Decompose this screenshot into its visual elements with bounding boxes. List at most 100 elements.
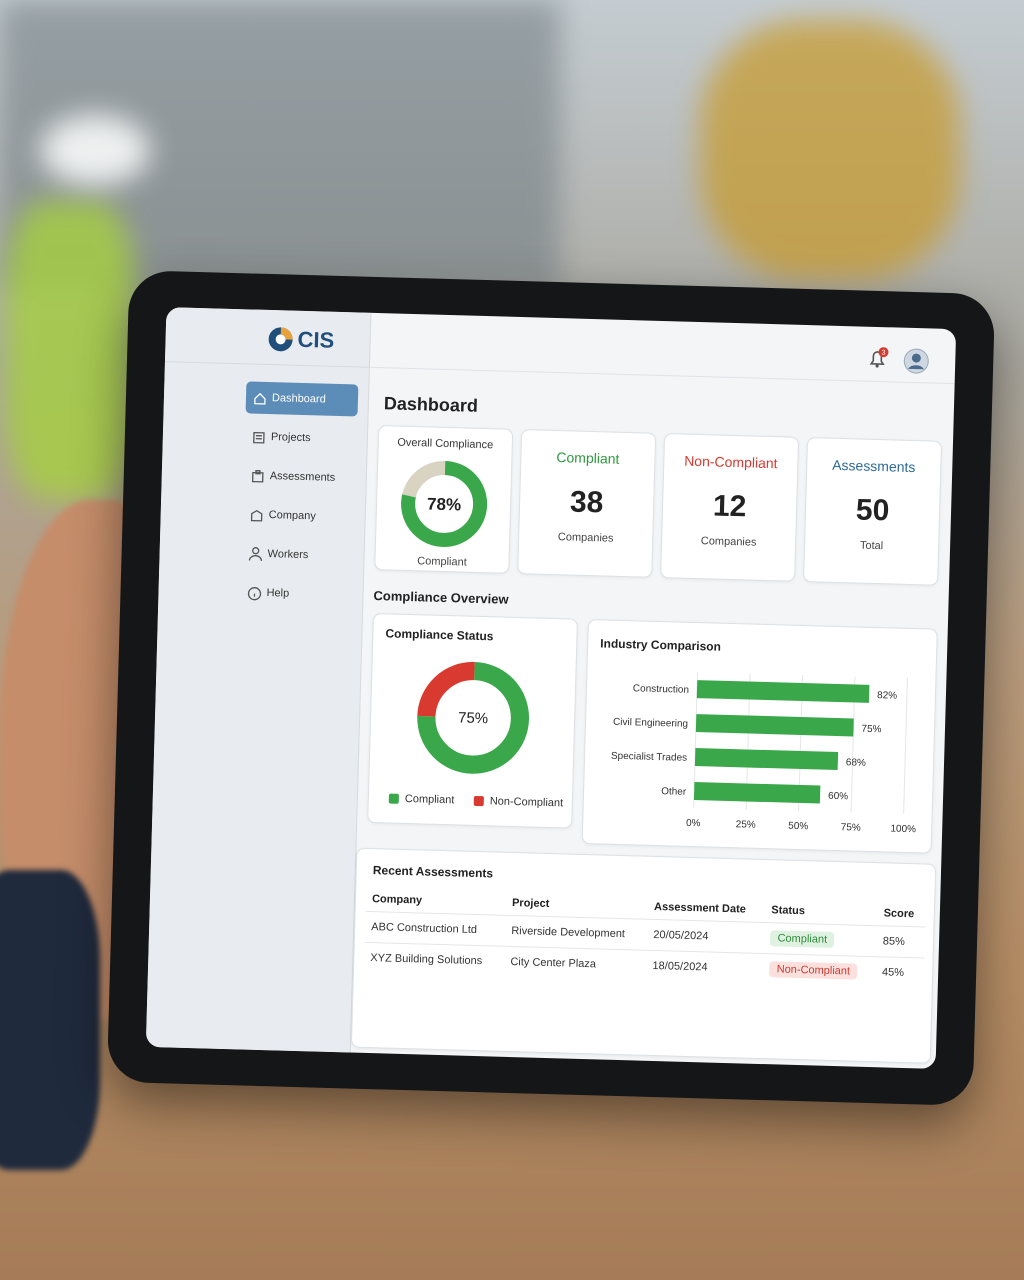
cell-text: XYZ Building Solutions: [370, 952, 483, 968]
y-tick-label: Civil Engineering: [613, 717, 688, 730]
excavator: [700, 20, 960, 280]
table-cell: 85%: [876, 925, 926, 959]
nav-item[interactable]: Workers: [241, 537, 354, 572]
nav-icon: [248, 547, 263, 561]
x-tick-label: 25%: [736, 819, 756, 831]
table-cell: Riverside Development: [504, 915, 648, 951]
nav-icon: [251, 470, 264, 483]
status-badge: Non-Compliant: [769, 961, 858, 980]
nav-label: Workers: [267, 548, 309, 562]
status-badge: Compliant: [770, 930, 835, 948]
nav-label: Assessments: [269, 470, 336, 484]
grid-line: [903, 677, 908, 814]
stat-title: Compliant: [556, 449, 620, 467]
donut-arc: [401, 460, 488, 547]
column-header: Status: [771, 904, 806, 918]
table-cell: 45%: [875, 956, 925, 989]
legend-label: Compliant: [404, 792, 455, 807]
bar: [694, 748, 839, 771]
stat-card: Assessments 50 Total: [803, 437, 943, 586]
legend-item: Non-Compliant: [473, 795, 564, 810]
cell-text: 18/05/2024: [652, 959, 708, 974]
y-tick-label: Specialist Trades: [611, 751, 687, 764]
avatar[interactable]: [903, 348, 930, 375]
notification-count: 3: [881, 350, 885, 357]
value-label: 60%: [828, 791, 848, 803]
legend-swatch: [473, 795, 484, 807]
donut-chart: 78%: [401, 460, 488, 547]
overall-card: Overall Compliance 78% Compliant: [374, 425, 514, 574]
stat-card: Compliant 38 Companies: [517, 429, 657, 578]
stat-value: 50: [855, 493, 890, 528]
sleeve: [0, 870, 100, 1170]
nav-icon: [254, 392, 266, 405]
bar-chart: 0% 25% 50% 75% 100% Construction 82% Civil Engi…: [611, 672, 916, 836]
pie-chart: 75%: [417, 661, 530, 774]
legend-label: Non-Compliant: [489, 795, 564, 810]
nav-icon: [253, 431, 265, 444]
tablet: CIS Dashboard Projects Assessments Company W…: [106, 270, 996, 1106]
cell-text: 20/05/2024: [653, 928, 709, 943]
bar: [693, 782, 821, 804]
nav-item[interactable]: Company: [242, 498, 355, 533]
card-unit: Compliant: [417, 555, 467, 569]
nav-label: Company: [268, 509, 316, 523]
table-cell: City Center Plaza: [503, 946, 647, 981]
stat-value: 12: [712, 489, 747, 524]
nav-label: Projects: [270, 431, 311, 445]
table: Company Project Assessment Date Status Score…: [363, 887, 926, 989]
screen: CIS Dashboard Projects Assessments Company W…: [145, 307, 957, 1069]
nav-item[interactable]: Projects: [244, 420, 357, 455]
table-cell: Compliant: [764, 922, 878, 957]
stat-value: 38: [569, 485, 604, 520]
table-cell: ABC Construction Ltd: [364, 911, 506, 947]
donut-center-label: 75%: [458, 709, 488, 727]
status-panel: Compliance Status 75% Compliant Non-Compl…: [367, 613, 578, 829]
nav-icon: [247, 587, 262, 601]
nav-icon: [250, 509, 263, 522]
y-tick-label: Construction: [633, 683, 689, 696]
notification-bell[interactable]: 3: [865, 347, 890, 372]
nav-label: Help: [266, 587, 290, 600]
value-label: 75%: [861, 724, 881, 736]
table-title: Recent Assessments: [372, 863, 494, 881]
pie-slice: [417, 661, 530, 774]
value-label: 82%: [877, 690, 897, 702]
section-title: Compliance Overview: [373, 588, 509, 607]
legend-swatch: [388, 793, 399, 804]
recent-table: Recent Assessments Company Project Assessm…: [350, 847, 937, 1064]
stat-card: Non-Compliant 12 Companies: [660, 433, 800, 582]
x-tick-label: 100%: [890, 824, 916, 836]
donut-center-label: 78%: [427, 494, 462, 514]
cell-text: 45%: [881, 966, 905, 979]
stat-unit: Companies: [557, 531, 614, 545]
table-cell: XYZ Building Solutions: [363, 942, 505, 977]
bar: [696, 680, 870, 703]
value-label: 68%: [846, 757, 866, 769]
x-tick-label: 75%: [841, 822, 861, 834]
logo-icon: [268, 327, 293, 352]
y-tick-label: Other: [661, 786, 687, 798]
nav-item[interactable]: Dashboard: [245, 381, 359, 417]
cell-text: ABC Construction Ltd: [371, 921, 478, 937]
x-tick-label: 50%: [788, 821, 808, 833]
stat-unit: Total: [859, 539, 884, 553]
stat-unit: Companies: [700, 535, 757, 549]
table-cell: 18/05/2024: [646, 950, 765, 985]
column-header: Score: [883, 907, 915, 921]
table-cell: 20/05/2024: [646, 919, 766, 954]
nav-item[interactable]: Help: [240, 576, 353, 611]
helmet: [40, 115, 150, 185]
nav-item[interactable]: Assessments: [243, 459, 356, 494]
industry-panel: Industry Comparison 0% 25% 50% 75% 100% Const…: [581, 619, 938, 854]
cell-text: 85%: [882, 935, 906, 948]
x-tick-label: 0%: [686, 818, 701, 829]
logo-text: CIS: [297, 326, 335, 353]
card-title: Overall Compliance: [397, 436, 494, 452]
panel-title: Industry Comparison: [600, 636, 722, 654]
cell-text: Riverside Development: [511, 924, 626, 941]
bar: [695, 714, 854, 737]
column-header: Assessment Date: [653, 900, 746, 916]
cell-text: City Center Plaza: [510, 955, 597, 971]
